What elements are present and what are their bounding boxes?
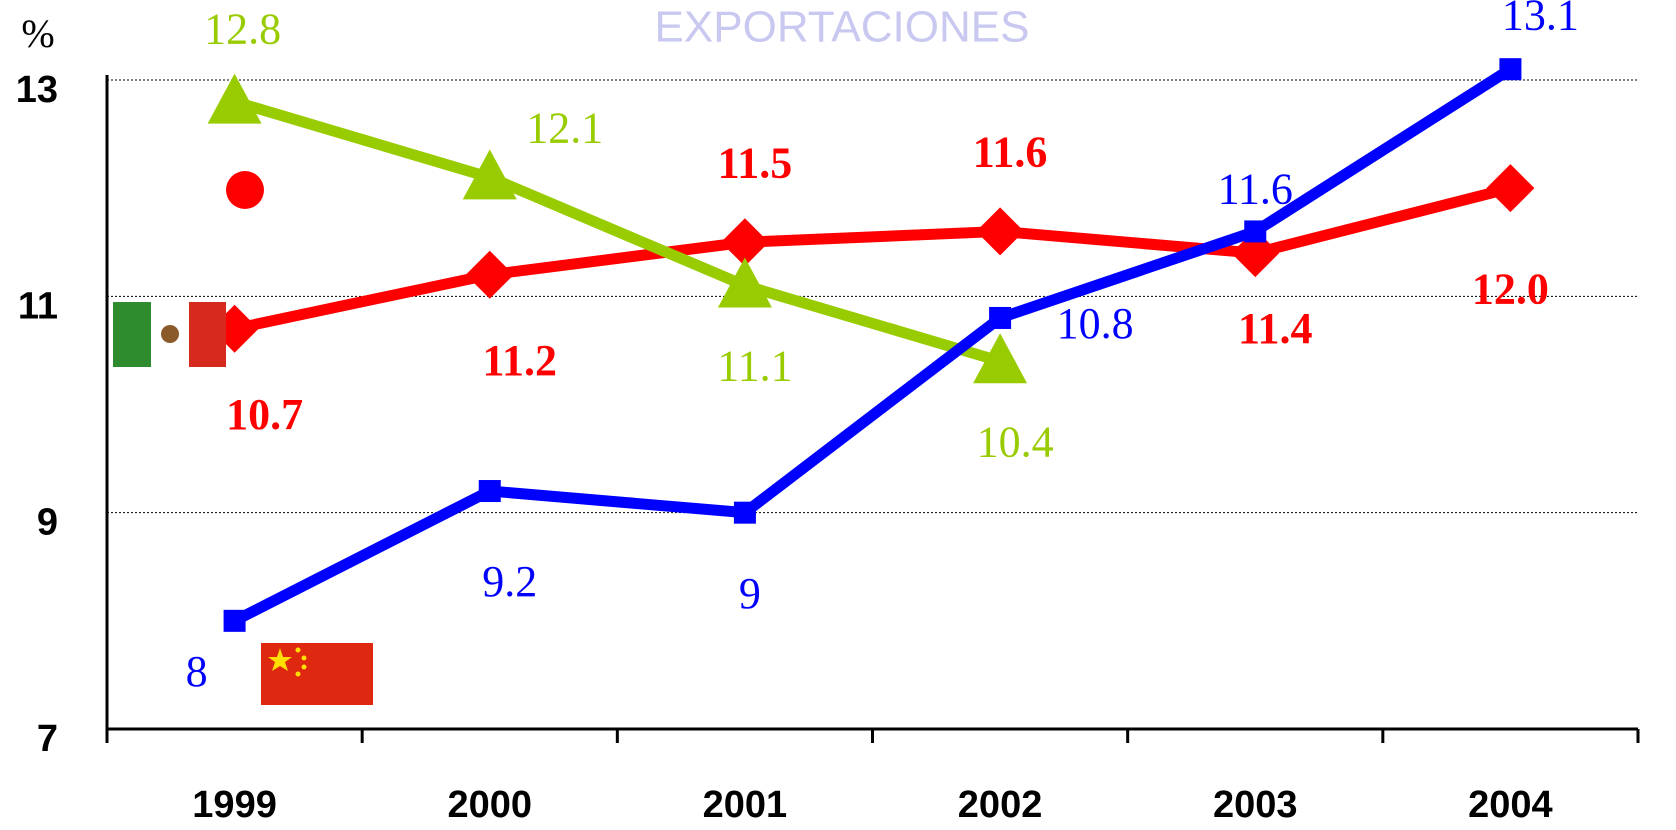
mexico-flag [113,302,226,367]
data-label: 10.4 [977,417,1054,466]
data-label: 11.6 [973,128,1048,177]
x-tick-label: 2004 [1468,784,1553,826]
data-label: 10.7 [226,390,303,439]
data-marker [207,73,262,124]
data-marker [1244,220,1267,243]
data-marker [478,480,501,503]
x-tick-label: 1999 [192,784,277,826]
china-flag [261,643,373,705]
legend-dot [226,171,264,209]
data-marker [720,218,769,267]
series-line [233,96,1002,367]
series-line [232,64,1514,626]
x-tick-label: 2003 [1213,784,1298,826]
data-label: 9 [739,569,761,618]
flags [113,171,373,705]
data-marker [717,257,772,308]
data-marker [733,501,756,524]
data-label: 11.5 [718,138,793,187]
y-tick-label: 9 [37,502,58,544]
data-marker [223,609,246,632]
data-marker [989,306,1012,329]
data-marker [462,149,517,200]
data-label: 10.8 [1057,299,1134,348]
data-label: 11.4 [1238,304,1313,353]
data-marker [976,207,1025,256]
x-tick-label: 2001 [703,784,788,826]
data-label: 11.2 [482,336,557,385]
x-tick-label: 2002 [958,784,1043,826]
data-marker [465,250,514,299]
data-label: 9.2 [482,557,537,606]
y-axis-label: % [21,11,54,56]
y-tick-label: 11 [18,285,58,327]
data-marker [1499,58,1522,81]
data-label: 8 [186,647,208,696]
y-tick-label: 13 [16,69,58,111]
data-label: 12.0 [1472,264,1549,313]
y-tick-label: 7 [37,718,58,760]
chart-title: EXPORTACIONES [655,3,1030,52]
data-label: 12.8 [204,5,281,54]
x-tick-label: 2000 [447,784,532,826]
data-label: 13.1 [1502,0,1579,39]
series-line [233,182,1512,335]
data-marker [973,333,1028,384]
data-label: 11.6 [1218,165,1293,214]
data-label: 11.1 [717,342,792,391]
data-marker [1486,164,1535,213]
data-label: 12.1 [526,103,603,152]
